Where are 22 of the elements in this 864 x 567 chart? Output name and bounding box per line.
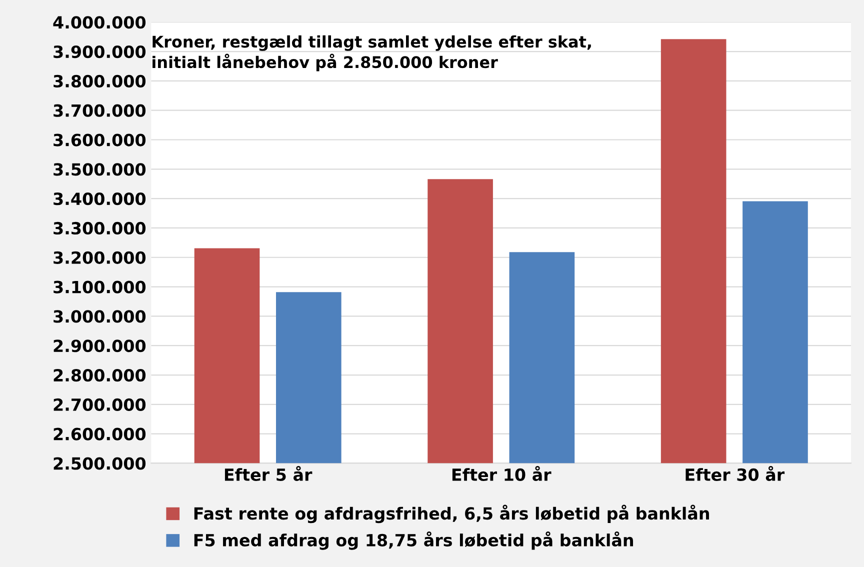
y-tick-label: 2.500.000 [54, 457, 146, 470]
y-tick-label: 2.700.000 [54, 398, 146, 411]
y-tick-label: 3.900.000 [54, 45, 146, 58]
x-tick-label: Efter 30 år [686, 466, 785, 481]
y-tick-label: 3.400.000 [54, 192, 146, 206]
legend-label: Fast rente og afdragsfrihed, 6,5 års løbetid på banklån [194, 504, 709, 524]
y-tick-label: 2.800.000 [54, 368, 146, 382]
y-tick-label: 3.800.000 [54, 74, 146, 88]
y-tick-label: 4.000.000 [53, 16, 146, 29]
legend-label: F5 med afdrag og 18,75 års løbetid på banklån [194, 531, 634, 550]
text: Kroner, restgæld tillagt samlet ydelse efter skat, initialt lånebehov på 2.850.000 kroner [152, 35, 591, 72]
x-tick-label: Efter 5 år [224, 466, 312, 481]
y-tick-label: 3.000.000 [54, 310, 146, 323]
y-tick-label: 3.600.000 [54, 134, 146, 146]
y-tick-label: 2.600.000 [54, 428, 146, 440]
y-tick-label: 3.300.000 [54, 222, 146, 235]
y-tick-label: 3.200.000 [54, 251, 146, 264]
x-tick-label: Efter 10 år [452, 466, 552, 481]
y-tick-label: 3.700.000 [54, 104, 146, 117]
y-tick-label: 3.100.000 [54, 280, 146, 294]
y-tick-label: 2.900.000 [54, 340, 146, 352]
y-tick-label: 3.500.000 [54, 163, 146, 176]
